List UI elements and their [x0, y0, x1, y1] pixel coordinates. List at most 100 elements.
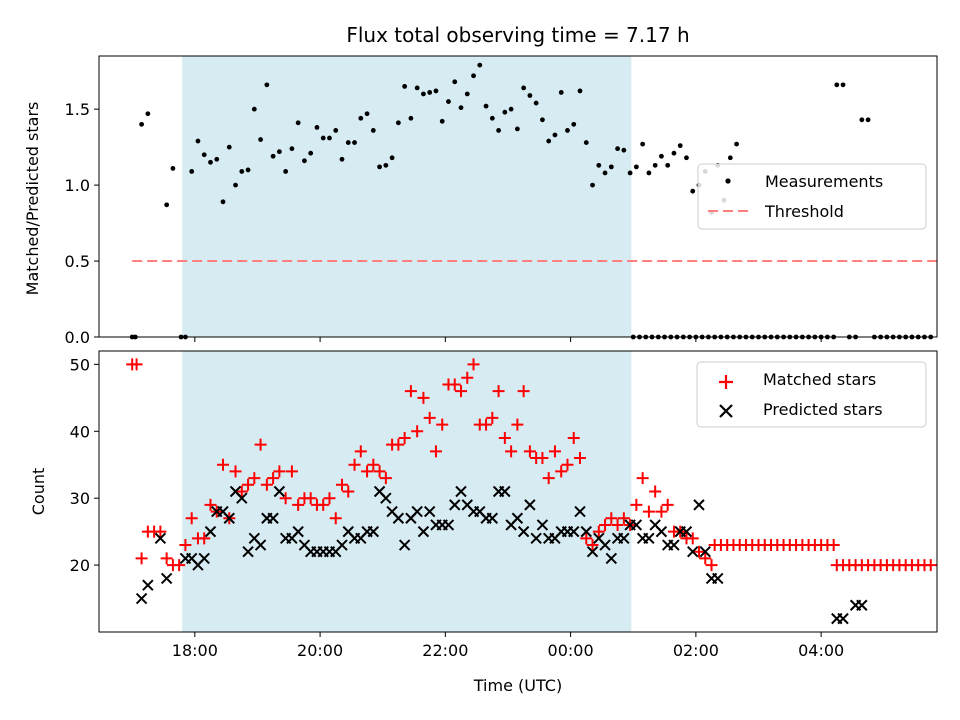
- measurement-point: [421, 91, 426, 97]
- measurement-points: [129, 62, 934, 340]
- predicted-star-point: [486, 512, 499, 524]
- measurement-point: [583, 140, 589, 145]
- predicted-star-point: [449, 499, 461, 511]
- predicted-star-point: [586, 546, 599, 558]
- predicted-star-point: [580, 525, 592, 538]
- predicted-star-point: [511, 512, 524, 524]
- predicted-star-point: [517, 525, 530, 538]
- matched-star-point: [448, 378, 461, 391]
- predicted-star-point: [417, 525, 430, 538]
- predicted-star-point: [856, 599, 868, 611]
- matched-star-point: [561, 458, 574, 471]
- matched-star-point: [154, 525, 167, 538]
- matched-star-point: [580, 532, 593, 545]
- measurement-point: [283, 169, 289, 174]
- matched-star-point: [480, 418, 493, 431]
- predicted-star-point: [367, 525, 380, 538]
- legend-label-predicted: Predicted stars: [763, 400, 883, 419]
- measurement-point: [540, 117, 545, 123]
- measurement-point: [364, 111, 370, 117]
- matched-star-point: [354, 445, 367, 458]
- bottom-y-tick-label: 40: [70, 422, 90, 441]
- matched-star-point: [617, 512, 630, 525]
- matched-star-point: [285, 465, 298, 478]
- measurement-point: [508, 106, 514, 112]
- matched-star-point: [130, 358, 143, 371]
- matched-star-point: [235, 485, 248, 498]
- measurement-point: [471, 73, 476, 79]
- matched-star-point: [423, 411, 436, 424]
- measurement-point: [352, 140, 357, 145]
- predicted-star-point: [398, 539, 411, 551]
- measurement-point: [433, 88, 439, 94]
- measurement-point: [834, 82, 840, 88]
- measurement-point: [214, 156, 220, 162]
- measurement-point: [289, 146, 295, 152]
- matched-star-point: [636, 472, 649, 485]
- predicted-star-point: [204, 525, 217, 538]
- measurement-point: [565, 128, 570, 133]
- predicted-star-point: [135, 592, 148, 605]
- measurement-point: [383, 162, 389, 168]
- matched-star-point: [642, 505, 655, 518]
- measurement-point: [596, 162, 602, 168]
- measurement-point: [164, 202, 170, 208]
- measurement-point: [483, 103, 489, 109]
- measurement-point: [377, 164, 382, 170]
- measurement-point: [659, 153, 664, 159]
- predicted-star-point: [712, 572, 724, 585]
- matched-star-point: [361, 465, 374, 478]
- predicted-star-point: [198, 552, 210, 565]
- legend-marker-predicted: [719, 404, 733, 418]
- top-axes-frame: [98, 55, 938, 338]
- predicted-star-point: [687, 546, 699, 558]
- measurement-point: [258, 137, 263, 142]
- matched-star-point: [467, 358, 480, 371]
- measurement-point: [370, 128, 376, 133]
- predicted-star-point: [699, 546, 711, 558]
- matched-star-point: [198, 532, 211, 545]
- measurement-point: [840, 82, 846, 88]
- matched-star-point: [342, 485, 355, 498]
- measurement-point: [295, 120, 301, 126]
- top-y-axis-label: Matched/Predicted stars: [23, 102, 42, 296]
- measurement-point: [521, 85, 527, 91]
- measurement-point: [358, 115, 364, 121]
- measurement-point: [552, 132, 558, 138]
- predicted-star-point: [160, 572, 173, 585]
- measurement-point: [276, 149, 282, 155]
- legend-label-measurements: Measurements: [765, 172, 883, 191]
- bottom-y-axis-label: Count: [29, 468, 48, 516]
- measurement-point: [464, 91, 470, 97]
- measurement-point: [502, 109, 508, 115]
- measurement-point: [270, 153, 276, 159]
- predicted-star-point: [655, 525, 668, 538]
- measurement-point: [446, 99, 451, 104]
- predicted-star-point: [273, 485, 286, 498]
- top-y-tick-label: 1.5: [65, 100, 90, 119]
- legend-label-matched: Matched stars: [763, 370, 876, 389]
- matched-star-point: [630, 498, 643, 511]
- predicted-star-point: [292, 525, 304, 538]
- measurement-point: [615, 146, 620, 152]
- predicted-star-point: [411, 505, 423, 518]
- measurement-point: [684, 155, 689, 161]
- matched-star-point: [661, 498, 674, 511]
- measurement-point: [308, 150, 314, 156]
- matched-star-point: [586, 539, 599, 552]
- predicted-star-point: [392, 512, 405, 524]
- predicted-star-point: [618, 532, 630, 545]
- bottom-y-tick-label: 20: [70, 556, 90, 575]
- matched-star-point: [455, 385, 468, 398]
- bottom-y-tick-label: 50: [70, 355, 90, 374]
- predicted-star-point: [524, 499, 536, 511]
- x-tick-label: 02:00: [673, 641, 719, 660]
- matched-star-point: [173, 559, 186, 572]
- matched-star-point: [367, 458, 380, 471]
- matched-star-point: [486, 411, 499, 424]
- matched-star-point: [185, 512, 198, 525]
- predicted-star-point: [693, 499, 705, 511]
- measurement-point: [640, 141, 646, 147]
- measurement-point: [195, 138, 201, 144]
- measurement-point: [314, 124, 320, 130]
